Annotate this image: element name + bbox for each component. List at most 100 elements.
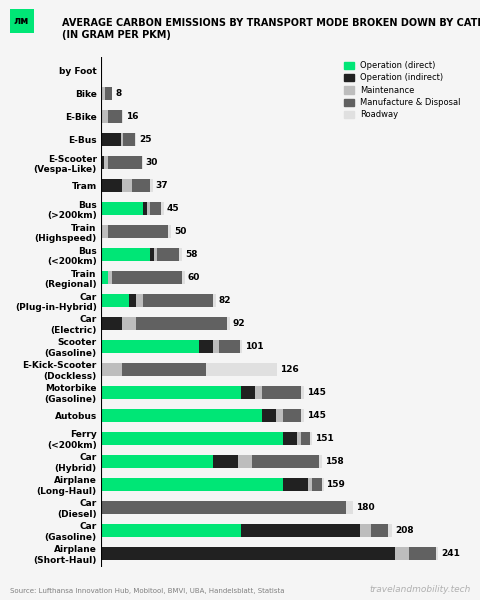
- Text: 241: 241: [441, 549, 460, 558]
- Bar: [122, 179, 132, 192]
- Bar: [101, 133, 120, 146]
- Bar: [101, 248, 150, 261]
- Text: 37: 37: [156, 181, 168, 190]
- Bar: [241, 524, 360, 536]
- Bar: [120, 133, 123, 146]
- Bar: [213, 294, 216, 307]
- Bar: [213, 455, 238, 467]
- Text: 158: 158: [325, 457, 344, 466]
- Text: 126: 126: [280, 365, 299, 374]
- Legend: Operation (direct), Operation (indirect), Maintenance, Manufacture & Disposal, R: Operation (direct), Operation (indirect)…: [344, 61, 461, 119]
- Bar: [101, 340, 199, 353]
- Bar: [218, 340, 240, 353]
- Text: travelandmobility.tech: travelandmobility.tech: [369, 585, 470, 594]
- Text: 145: 145: [307, 388, 326, 397]
- Bar: [101, 271, 108, 284]
- Text: AVERAGE CARBON EMISSIONS BY TRANSPORT MODE BROKEN DOWN BY CATEGORY
(IN GRAM PER : AVERAGE CARBON EMISSIONS BY TRANSPORT MO…: [62, 18, 480, 40]
- Text: 145: 145: [307, 411, 326, 420]
- Bar: [360, 524, 371, 536]
- Bar: [122, 363, 206, 376]
- Bar: [101, 179, 122, 192]
- Bar: [150, 202, 161, 215]
- Bar: [105, 88, 112, 100]
- Bar: [297, 432, 301, 445]
- Bar: [101, 432, 283, 445]
- Bar: [101, 294, 129, 307]
- Bar: [301, 432, 310, 445]
- Bar: [136, 294, 143, 307]
- Bar: [241, 386, 255, 399]
- Text: 58: 58: [185, 250, 198, 259]
- Bar: [322, 478, 324, 491]
- Bar: [101, 88, 105, 100]
- Bar: [238, 455, 252, 467]
- Text: 159: 159: [326, 480, 345, 489]
- Text: 8: 8: [115, 89, 121, 98]
- Bar: [147, 202, 150, 215]
- Bar: [101, 501, 346, 514]
- Bar: [108, 157, 142, 169]
- Text: Source: Lufthansa Innovation Hub, Mobitool, BMVI, UBA, Handelsblatt, Statista: Source: Lufthansa Innovation Hub, Mobito…: [10, 588, 284, 594]
- Text: 60: 60: [188, 273, 200, 282]
- Bar: [319, 455, 322, 467]
- Text: 82: 82: [218, 296, 231, 305]
- Bar: [101, 478, 283, 491]
- Bar: [134, 133, 136, 146]
- Bar: [104, 157, 108, 169]
- Bar: [136, 317, 227, 330]
- Bar: [101, 363, 122, 376]
- Bar: [227, 317, 230, 330]
- Bar: [157, 248, 180, 261]
- Bar: [262, 386, 301, 399]
- Bar: [101, 409, 262, 422]
- Bar: [301, 386, 304, 399]
- Bar: [101, 455, 213, 467]
- Bar: [142, 157, 143, 169]
- Bar: [283, 432, 297, 445]
- Bar: [240, 340, 242, 353]
- Bar: [213, 340, 218, 353]
- Bar: [143, 294, 213, 307]
- Bar: [346, 501, 353, 514]
- Bar: [308, 478, 312, 491]
- Bar: [301, 409, 304, 422]
- Text: 101: 101: [245, 342, 264, 351]
- Text: 92: 92: [233, 319, 245, 328]
- Bar: [168, 225, 171, 238]
- Bar: [101, 157, 104, 169]
- Bar: [108, 225, 168, 238]
- Bar: [143, 202, 147, 215]
- Bar: [112, 271, 182, 284]
- Bar: [122, 317, 136, 330]
- Bar: [276, 409, 283, 422]
- Bar: [108, 271, 112, 284]
- Bar: [101, 547, 395, 560]
- Text: 16: 16: [126, 112, 139, 121]
- Bar: [255, 386, 262, 399]
- Bar: [101, 317, 122, 330]
- Bar: [262, 409, 276, 422]
- Bar: [180, 248, 182, 261]
- Bar: [123, 133, 134, 146]
- Bar: [122, 110, 123, 123]
- Bar: [101, 202, 143, 215]
- Bar: [108, 110, 122, 123]
- Bar: [132, 179, 150, 192]
- Text: 45: 45: [167, 204, 180, 213]
- Text: лм: лм: [14, 16, 29, 26]
- Bar: [101, 110, 108, 123]
- Bar: [312, 478, 322, 491]
- Bar: [199, 340, 213, 353]
- Bar: [283, 409, 301, 422]
- Text: 151: 151: [315, 434, 334, 443]
- Bar: [101, 524, 241, 536]
- Bar: [388, 524, 392, 536]
- Bar: [436, 547, 438, 560]
- Bar: [154, 248, 157, 261]
- Bar: [310, 432, 312, 445]
- Bar: [101, 225, 108, 238]
- Text: 25: 25: [139, 135, 151, 144]
- Bar: [371, 524, 388, 536]
- Bar: [283, 478, 308, 491]
- Bar: [150, 248, 154, 261]
